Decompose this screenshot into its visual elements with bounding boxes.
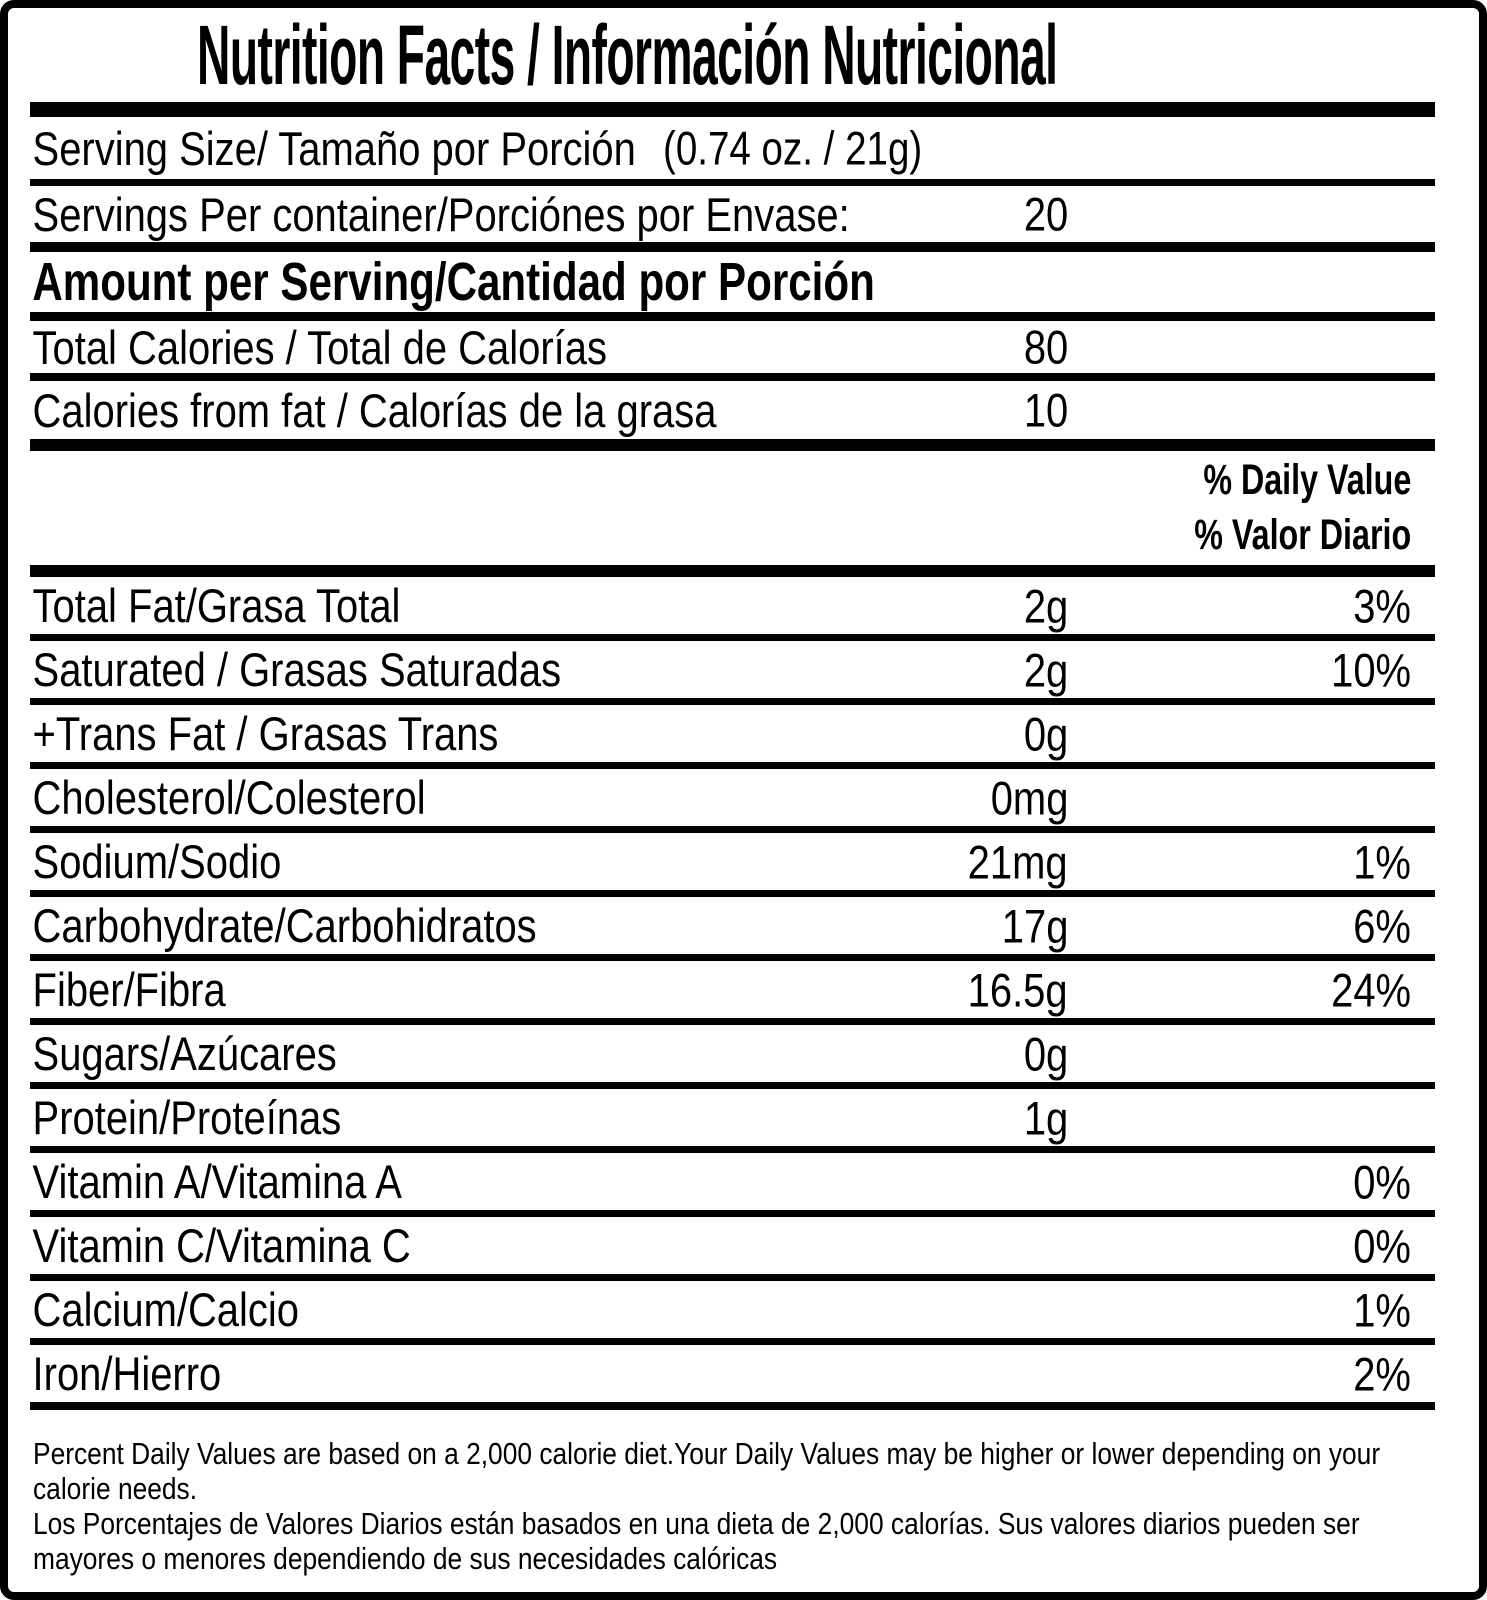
servings-per-container-label: Servings Per container/Porciónes por Env… [32,187,850,241]
nutrient-label: Iron/Hierro [32,1347,222,1400]
nutrient-dv: 0% [1353,1155,1411,1208]
row-saturated-fat: Saturated / Grasas Saturadas 2g 10% [30,641,1435,705]
nutrient-label: Vitamin A/Vitamina A [32,1155,402,1208]
nutrient-label: Carbohydrate/Carbohidratos [32,899,537,952]
label-header: Nutrition Facts / Información Nutriciona… [30,8,1435,102]
servings-per-container-value: 20 [1023,187,1068,241]
row-cholesterol: Cholesterol/Colesterol 0mg [30,769,1435,833]
serving-size-value: (0.74 oz. / 21g) [663,121,923,175]
row-total-fat: Total Fat/Grasa Total 2g 3% [30,577,1435,641]
footnote-line: calorie needs. [33,1471,198,1506]
row-vitamin-a: Vitamin A/Vitamina A 0% [30,1153,1435,1217]
footnote-line: Percent Daily Values are based on a 2,00… [33,1436,1381,1471]
nutrient-amount: 16.5g [968,963,1068,1016]
nutrient-label: Sodium/Sodio [32,835,282,888]
nutrient-label: Calcium/Calcio [32,1283,299,1336]
nutrient-amount: 21mg [968,835,1068,888]
daily-value-header-es: % Valor Diario [1194,510,1411,559]
nutrient-amount: 17g [1001,899,1068,952]
amount-per-serving-header-row: Amount per Serving/Cantidad por Porción [30,252,1435,321]
footnote: Percent Daily Values are based on a 2,00… [30,1436,1435,1576]
nutrient-label: Protein/Proteínas [32,1091,342,1144]
row-carbohydrate: Carbohydrate/Carbohidratos 17g 6% [30,897,1435,961]
nutrient-label: +Trans Fat / Grasas Trans [32,707,499,760]
row-vitamin-c: Vitamin C/Vitamina C 0% [30,1217,1435,1281]
nutrient-amount: 2g [1023,643,1068,696]
serving-size-row: Serving Size/ Tamaño por Porción (0.74 o… [30,117,1435,186]
nutrient-amount: 2g [1023,579,1068,632]
label-content: Nutrition Facts / Información Nutriciona… [30,8,1435,1576]
calories-from-fat-label: Calories from fat / Calorías de la grasa [32,383,717,437]
nutrient-label: Cholesterol/Colesterol [32,771,426,824]
row-iron: Iron/Hierro 2% [30,1345,1435,1410]
nutrient-label: Total Fat/Grasa Total [32,579,401,632]
row-calcium: Calcium/Calcio 1% [30,1281,1435,1345]
title-divider-bar [30,102,1435,117]
calories-from-fat-value: 10 [1023,383,1068,437]
row-trans-fat: +Trans Fat / Grasas Trans 0g [30,705,1435,769]
nutrient-amount: 0g [1023,1027,1068,1080]
row-sodium: Sodium/Sodio 21mg 1% [30,833,1435,897]
row-protein: Protein/Proteínas 1g [30,1089,1435,1153]
page-title: Nutrition Facts / Información Nutriciona… [197,8,1058,102]
nutrient-dv: 24% [1331,963,1411,1016]
row-fiber: Fiber/Fibra 16.5g 24% [30,961,1435,1025]
total-calories-row: Total Calories / Total de Calorías 80 [30,321,1435,381]
nutrient-dv: 3% [1353,579,1411,632]
nutrient-amount: 1g [1023,1091,1068,1144]
total-calories-label: Total Calories / Total de Calorías [32,320,607,374]
nutrient-dv: 2% [1353,1347,1411,1400]
nutrient-dv: 1% [1353,835,1411,888]
nutrient-dv: 10% [1331,643,1411,696]
nutrient-dv: 0% [1353,1219,1411,1272]
nutrient-label: Fiber/Fibra [32,963,226,1016]
nutrient-label: Sugars/Azúcares [32,1027,337,1080]
nutrient-label: Saturated / Grasas Saturadas [32,643,562,696]
nutrient-amount: 0mg [990,771,1068,824]
row-sugars: Sugars/Azúcares 0g [30,1025,1435,1089]
footnote-line: Los Porcentajes de Valores Diarios están… [33,1506,1360,1541]
calories-from-fat-row: Calories from fat / Calorías de la grasa… [30,381,1435,451]
nutrient-dv: 1% [1353,1283,1411,1336]
total-calories-value: 80 [1023,320,1068,374]
amount-per-serving-header: Amount per Serving/Cantidad por Porción [32,252,875,312]
servings-per-container-row: Servings Per container/Porciónes por Env… [30,186,1435,252]
nutrient-dv: 6% [1353,899,1411,952]
daily-value-header: % Daily Value % Valor Diario [30,451,1435,577]
nutrient-label: Vitamin C/Vitamina C [32,1219,411,1272]
serving-size-label: Serving Size/ Tamaño por Porción [32,121,636,175]
daily-value-header-en: % Daily Value [1203,456,1411,505]
nutrient-amount: 0g [1023,707,1068,760]
footnote-line: mayores o menores dependiendo de sus nec… [33,1541,778,1576]
